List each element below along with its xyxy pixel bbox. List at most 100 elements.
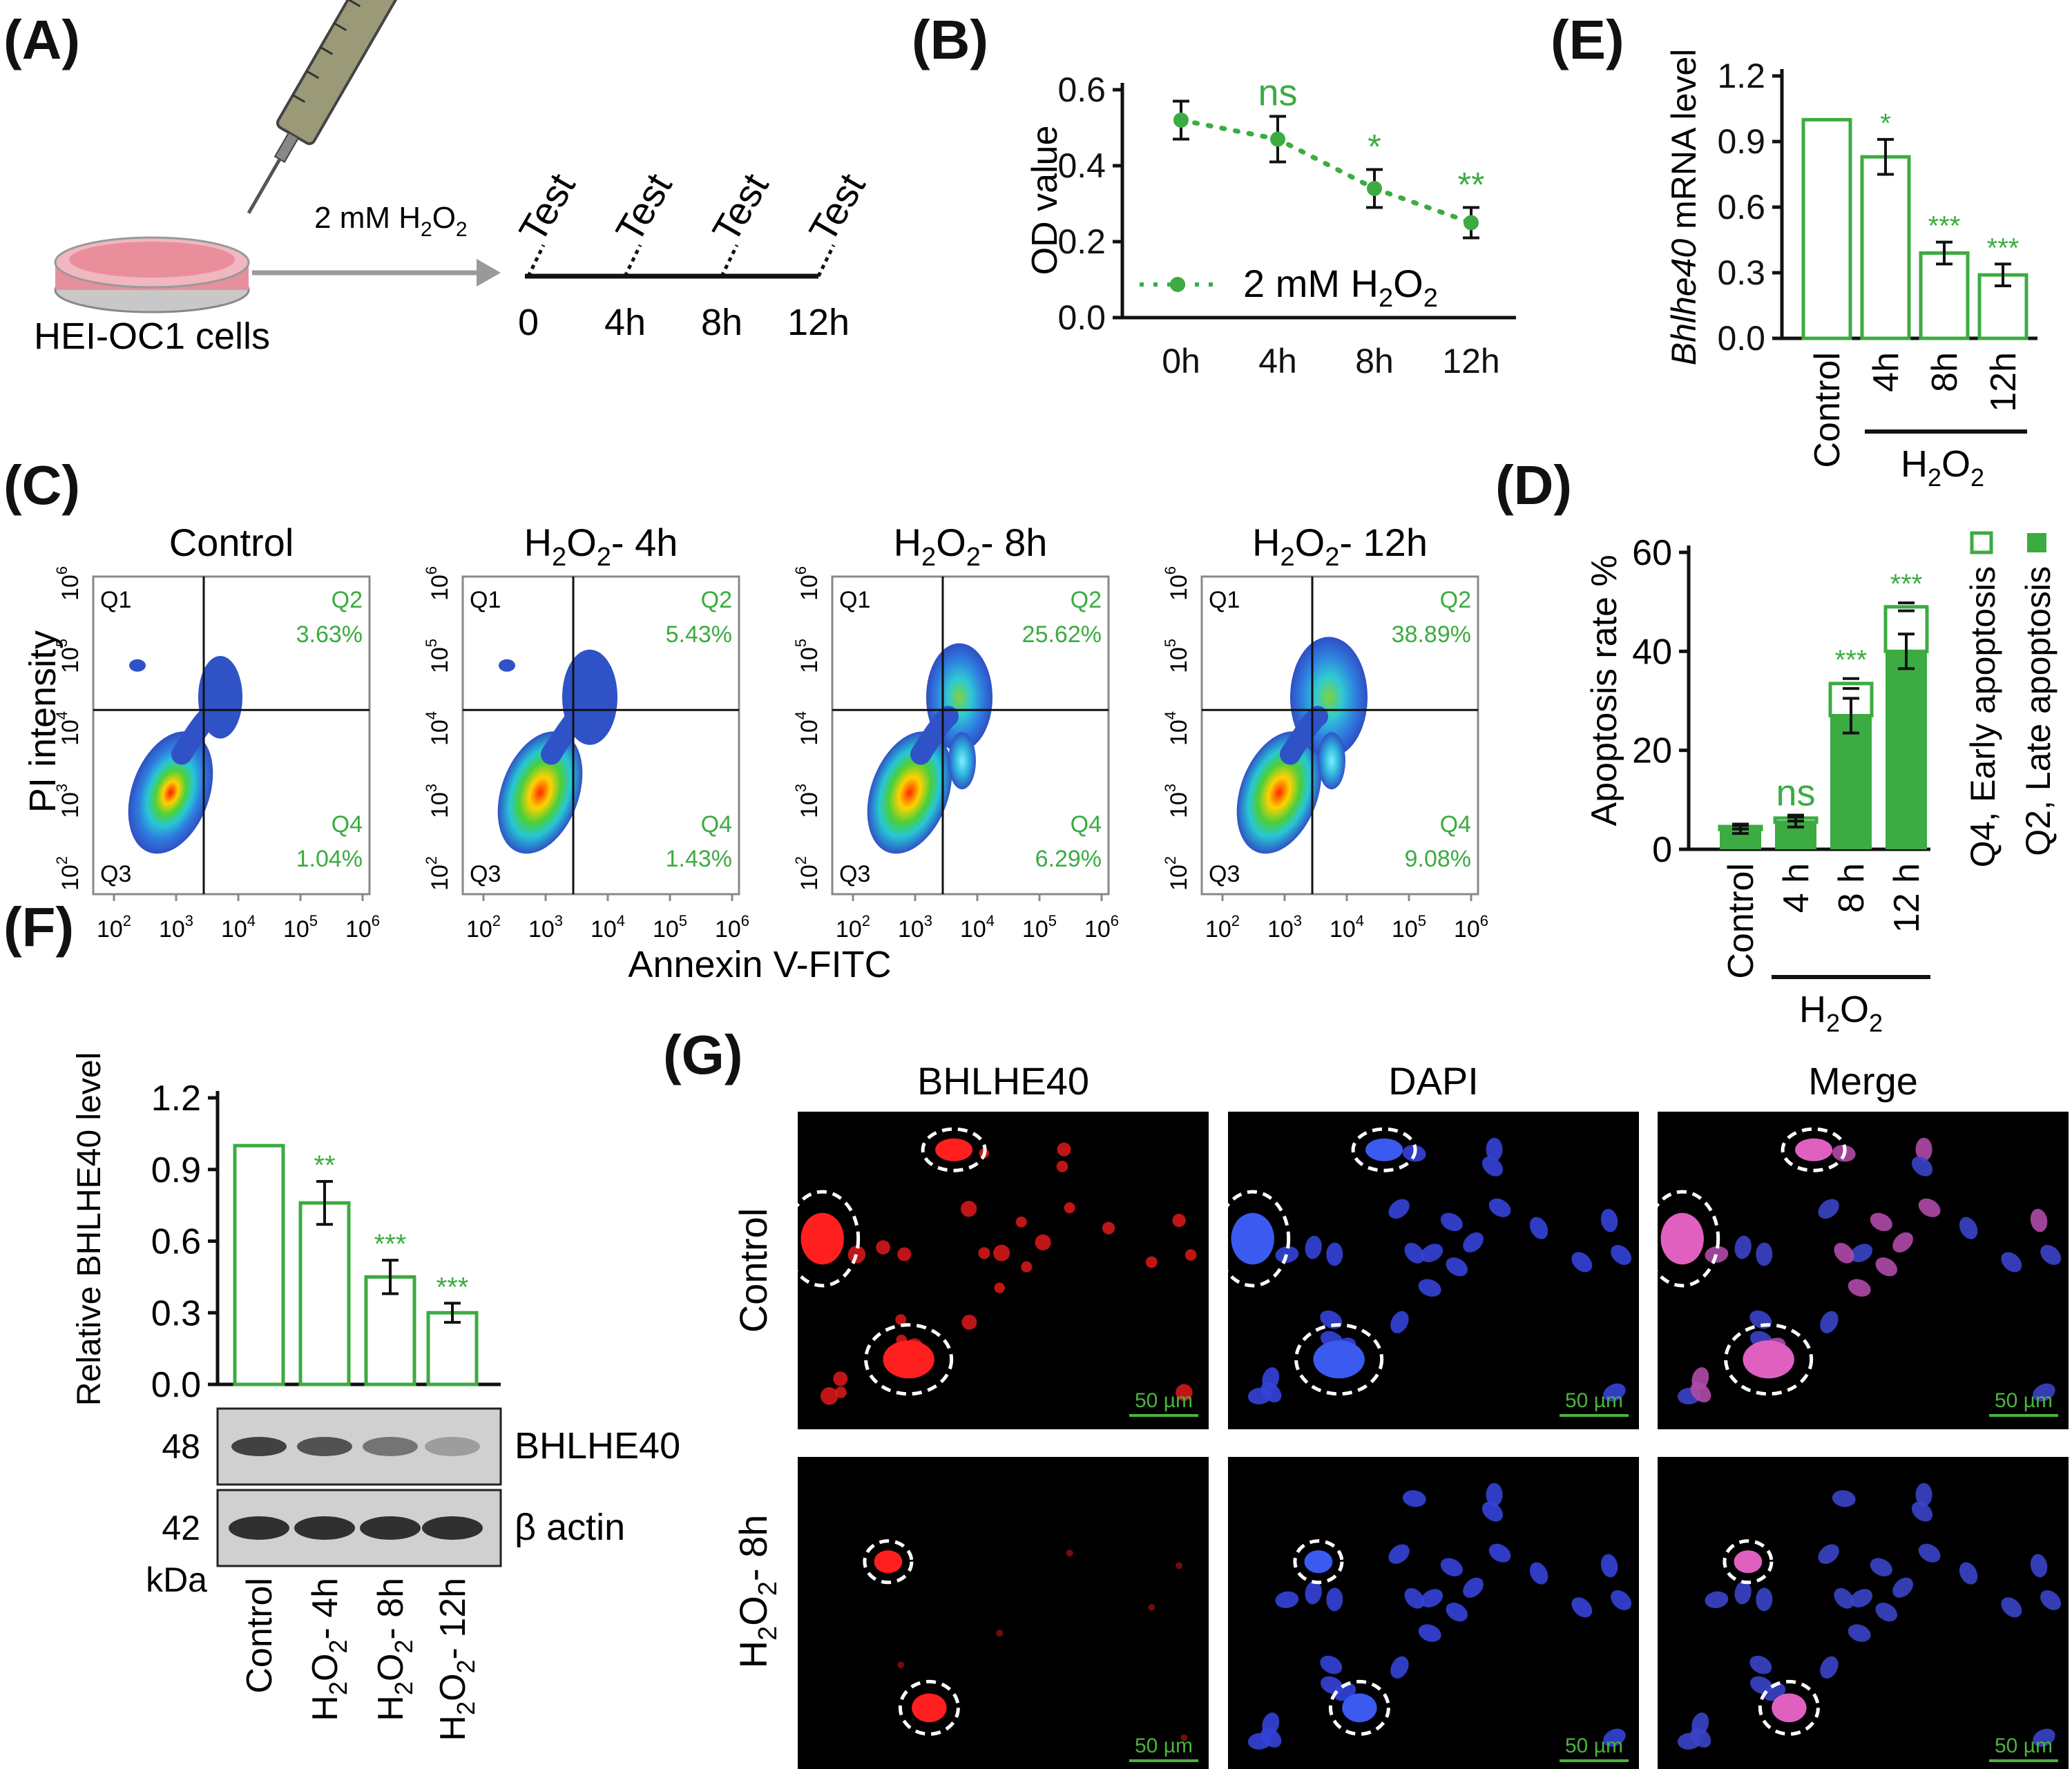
red-signal (1102, 1221, 1115, 1235)
flow-q2-value: 3.63% (296, 621, 363, 648)
chart-d-ytick-label: 40 (1632, 632, 1672, 672)
chart-b-ytick-label: 0.4 (1057, 146, 1106, 185)
microscopy-grid: BHLHE40 DAPI Merge 50 µm 50 µm 50 µm 50 µm 50 µ… (785, 1059, 2069, 1769)
nucleus (1388, 1199, 1410, 1219)
flow-ytick-label: 106 (1162, 566, 1192, 601)
blot-band-actin (422, 1516, 483, 1540)
flow-plot-title: H2O2- 12h (1252, 521, 1428, 572)
nucleus (1850, 1244, 1873, 1263)
flow-q1-label: Q1 (100, 587, 131, 613)
red-signal (1035, 1234, 1051, 1250)
nucleus (2030, 1208, 2048, 1232)
row-label-control: Control (731, 1208, 775, 1333)
treatment-label: 2 mM H2O2 (314, 201, 468, 241)
panel-label-d: (D) (1495, 454, 1572, 516)
flow-xtick-label: 105 (1392, 912, 1426, 942)
chart-f-ytick-label: 0.6 (151, 1222, 201, 1262)
chart-d-xtick-label: 12 h (1887, 863, 1927, 933)
blot-xlabel-treated: H2O2- 4h (305, 1578, 352, 1721)
flow-q3-label: Q3 (470, 861, 501, 887)
flow-plot-title: H2O2- 4h (524, 521, 678, 572)
dashed-circle-marker (1328, 1679, 1390, 1736)
nucleus (1446, 1603, 1468, 1622)
chart-b-xtick-label: 12h (1442, 342, 1499, 380)
flow-xtick-label: 106 (345, 912, 380, 942)
flow-bridge (541, 706, 589, 765)
flow-main-population (1236, 731, 1322, 854)
flow-plot-title: Control (169, 521, 294, 564)
legend-late-label: Q2, Late apoptosis (2019, 566, 2057, 856)
kda-label: kDa (146, 1560, 207, 1599)
microscopy-frame (1228, 1457, 1639, 1769)
flow-q2-label: Q2 (1440, 587, 1471, 613)
chart-e-xtick-label: 4h (1866, 352, 1906, 392)
nucleus (2001, 1597, 2022, 1618)
dashed-circle-marker (1724, 1323, 1814, 1396)
blot-xlabel-treated: H2O2- 12h (433, 1578, 480, 1741)
highlighted-cell (883, 1340, 934, 1379)
nucleus (1820, 1311, 1839, 1334)
red-signal (1180, 1734, 1188, 1741)
panel-g: (G) BHLHE40 DAPI Merge 50 µm 50 µm 50 µm 50 µm… (663, 1024, 2069, 1769)
flow-xtick-label: 102 (466, 912, 501, 942)
panel-label-b: (B) (912, 9, 988, 70)
chart-d-ytick-label: 20 (1632, 731, 1672, 771)
flow-ytick-label: 104 (1162, 711, 1192, 746)
row-label-treated: H2O2- 8h (731, 1515, 783, 1669)
flow-ytick-label: 106 (53, 566, 84, 601)
red-signal (1145, 1256, 1158, 1268)
highlighted-cell (912, 1693, 947, 1723)
nucleus (2033, 1383, 2055, 1402)
flow-q2-value: 38.89% (1392, 621, 1471, 648)
dashed-circle-marker (864, 1323, 954, 1396)
test-tick (816, 244, 836, 278)
flow-q2-value: 5.43% (666, 621, 732, 648)
chart-d-bar-late (1830, 715, 1872, 849)
nucleus (1571, 1252, 1593, 1273)
flow-q1-label: Q1 (839, 587, 870, 613)
flow-xtick-label: 102 (1205, 912, 1240, 942)
chart-f-bar (426, 1311, 479, 1386)
highlighted-cell (1660, 1212, 1704, 1265)
chart-b-xtick-label: 8h (1355, 342, 1394, 380)
chart-e-bar (1860, 155, 1911, 340)
chart-f-significance: *** (437, 1272, 469, 1302)
flow-ylabel: PI intensity (22, 630, 64, 813)
blot-xlabel-treated: H2O2- 8h (371, 1578, 418, 1721)
microscopy-frame (798, 1112, 1209, 1429)
chart-d-significance: *** (1890, 569, 1923, 599)
blot-band-bhlhe40 (425, 1437, 480, 1456)
chart-f-bar (298, 1201, 351, 1386)
highlighted-cell (1772, 1693, 1807, 1723)
nucleus (1848, 1624, 1871, 1642)
nucleus (1440, 1212, 1463, 1232)
nucleus (1446, 1257, 1468, 1277)
flow-xtick-label: 105 (1022, 912, 1057, 942)
flow-xtick-label: 103 (1267, 912, 1302, 942)
flow-q4-value: 6.29% (1035, 846, 1102, 872)
chart-f-ytick-label: 1.2 (151, 1079, 201, 1119)
nucleus (1326, 1587, 1343, 1612)
flow-xtick-label: 102 (836, 912, 870, 942)
nucleus (1832, 1490, 1856, 1507)
chart-e-ytick-label: 0.3 (1717, 253, 1765, 292)
flow-q4-label: Q4 (701, 811, 732, 838)
test-tick (623, 244, 642, 278)
chart-d-ytick-label: 0 (1652, 830, 1672, 870)
chart-f-significance: *** (374, 1229, 407, 1259)
nucleus (1611, 1590, 1632, 1610)
nucleus (1834, 1587, 1854, 1609)
dashed-circle-marker (1294, 1323, 1384, 1396)
nucleus (2040, 1245, 2062, 1265)
flow-ytick-label: 103 (792, 784, 823, 818)
nucleus (1440, 1558, 1463, 1577)
nucleus (1320, 1655, 1343, 1674)
nucleus (1481, 1157, 1504, 1177)
nucleus (1603, 1383, 1626, 1402)
nucleus (1388, 1544, 1410, 1564)
mw-42: 42 (162, 1509, 200, 1547)
flow-ytick-label: 105 (1162, 639, 1192, 673)
chart-e-bar (1801, 117, 1852, 340)
chart-d-xtick-label: 4 h (1776, 863, 1816, 913)
nucleus (1911, 1502, 1933, 1522)
